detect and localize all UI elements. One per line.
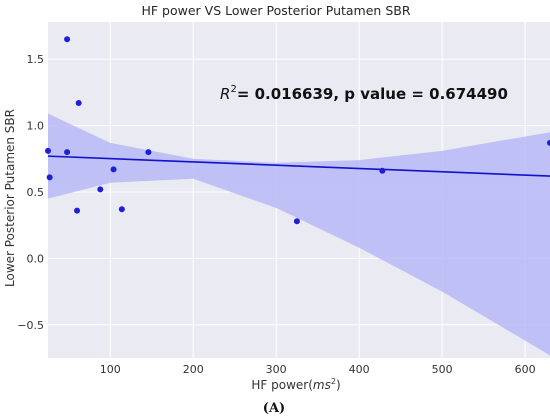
y-axis-label: Lower Posterior Putamen SBR	[3, 109, 17, 287]
chart-title: HF power VS Lower Posterior Putamen SBR	[141, 3, 410, 18]
x-tick-label: 100	[100, 363, 121, 376]
x-tick-label: 600	[515, 363, 536, 376]
x-tick-label: 400	[349, 363, 370, 376]
data-point	[293, 218, 300, 225]
data-point	[110, 166, 117, 173]
data-point	[64, 149, 71, 156]
y-tick-label: 0.0	[27, 252, 45, 265]
data-points	[45, 36, 550, 225]
data-point	[379, 167, 386, 174]
y-tick-label: 1.5	[27, 53, 45, 66]
x-tick-label: 300	[266, 363, 287, 376]
x-tick-label: 200	[183, 363, 204, 376]
x-axis-label: HF power(ms2)	[251, 377, 340, 392]
y-tick-label: 1.0	[27, 120, 45, 133]
panel-label: (A)	[263, 401, 285, 416]
confidence-band	[48, 113, 550, 356]
data-point	[547, 139, 550, 146]
data-point	[145, 149, 152, 156]
data-point	[75, 100, 82, 107]
data-point	[64, 36, 71, 43]
y-tick-label: 0.5	[27, 186, 45, 199]
data-point	[97, 186, 104, 193]
data-point	[46, 174, 53, 181]
data-point	[118, 206, 125, 213]
regression-annotation: R2= 0.016639, p value = 0.674490	[220, 84, 508, 103]
data-point	[74, 207, 81, 214]
y-tick-label: −0.5	[17, 319, 44, 332]
y-tick-labels: −0.5 0.0 0.5 1.0 1.5	[17, 53, 44, 332]
x-tick-labels: 100 200 300 400 500 600	[100, 363, 536, 376]
data-point	[45, 147, 51, 154]
regression-line	[47, 155, 550, 177]
x-tick-label: 500	[432, 363, 453, 376]
